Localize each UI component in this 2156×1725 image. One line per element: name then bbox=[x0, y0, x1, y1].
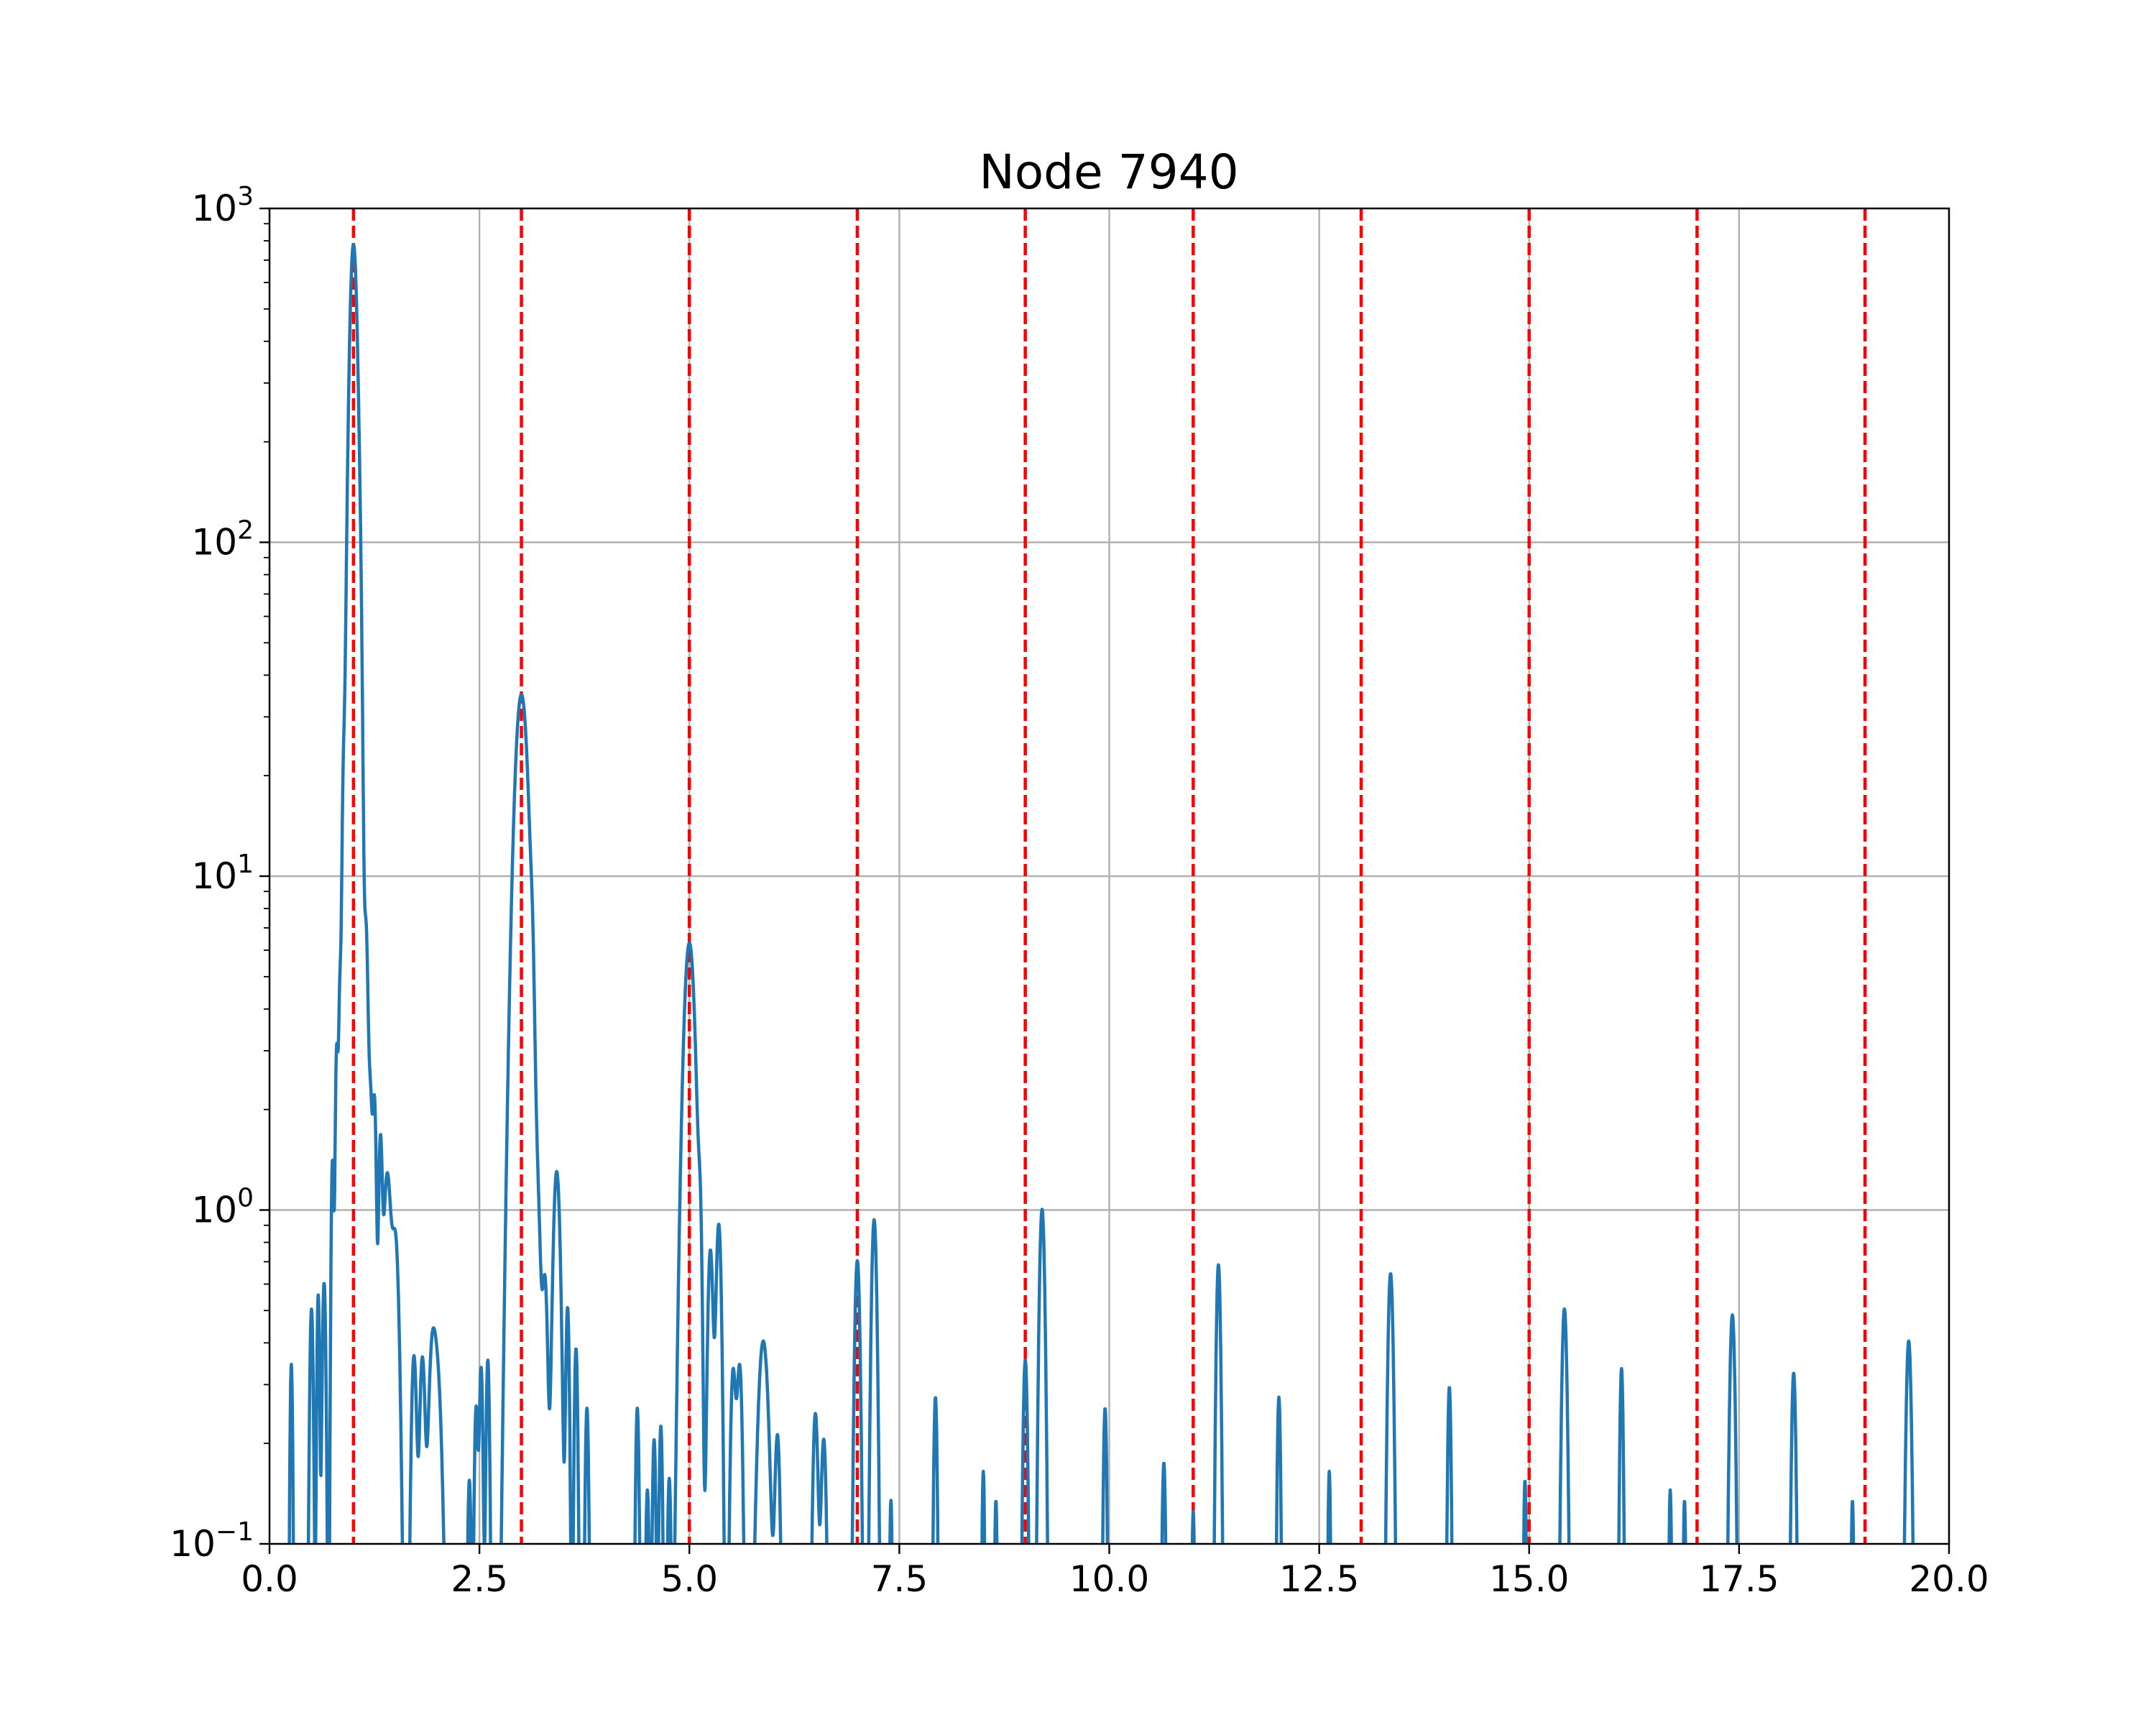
x-tick-label: 10.0 bbox=[1069, 1558, 1149, 1600]
y-tick-base: 10 bbox=[191, 855, 237, 897]
x-tick-label: 5.0 bbox=[660, 1558, 718, 1600]
x-tick-label: 2.5 bbox=[451, 1558, 508, 1600]
y-tick-label: 103 bbox=[191, 182, 254, 229]
x-tick-label: 12.5 bbox=[1279, 1558, 1359, 1600]
x-axis: 0.0 2.5 5.0 7.5 10.0 12.5 15.0 17.5 20.0 bbox=[241, 1544, 1989, 1600]
y-tick-base: 10 bbox=[170, 1523, 216, 1565]
y-tick-exponent: 0 bbox=[237, 1184, 254, 1213]
x-tick-label: 0.0 bbox=[241, 1558, 298, 1600]
reference-lines bbox=[351, 208, 1867, 1544]
grid-lines bbox=[270, 208, 1949, 1544]
y-tick-base: 10 bbox=[191, 1190, 237, 1231]
y-tick-exponent: −1 bbox=[216, 1517, 254, 1547]
y-tick-exponent: 3 bbox=[237, 182, 254, 211]
x-tick-label: 15.0 bbox=[1489, 1558, 1569, 1600]
chart-title: Node 7940 bbox=[979, 144, 1238, 200]
y-tick-base: 10 bbox=[191, 522, 237, 564]
y-tick-label: 10−1 bbox=[170, 1517, 254, 1565]
series-line bbox=[287, 242, 1915, 1544]
y-tick-label: 102 bbox=[191, 516, 254, 564]
series-layer bbox=[287, 242, 1915, 1544]
x-tick-label: 7.5 bbox=[871, 1558, 929, 1600]
y-tick-base: 10 bbox=[191, 188, 237, 229]
y-tick-exponent: 2 bbox=[237, 516, 254, 546]
y-tick-exponent: 1 bbox=[237, 850, 254, 879]
y-tick-label: 101 bbox=[191, 850, 254, 897]
x-tick-label: 20.0 bbox=[1909, 1558, 1989, 1600]
y-tick-label: 100 bbox=[191, 1184, 254, 1231]
x-tick-label: 17.5 bbox=[1699, 1558, 1779, 1600]
